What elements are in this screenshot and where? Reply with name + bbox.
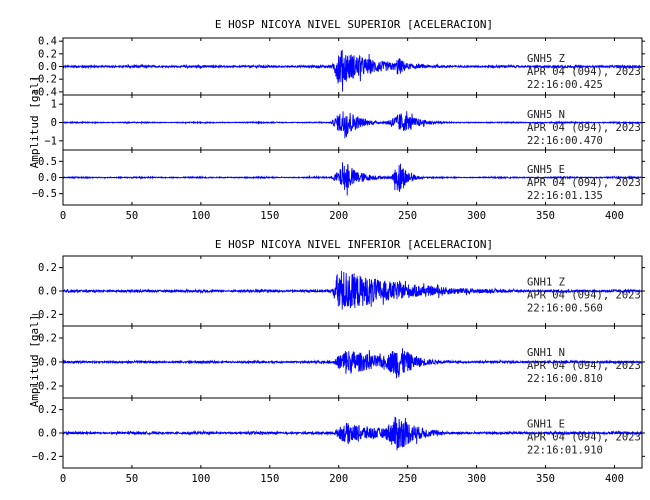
time-label: 22:16:01.135 xyxy=(527,190,603,202)
channel-label: GNH1 E xyxy=(527,418,565,430)
y-axis-label-inferior: Amplitud [gal] xyxy=(28,315,41,408)
y-tick-label: −0.2 xyxy=(32,74,57,86)
channel-label: GNH5 N xyxy=(527,109,565,121)
time-label: 22:16:00.470 xyxy=(527,135,603,147)
channel-label: GNH5 Z xyxy=(527,53,565,65)
x-tick-label: 300 xyxy=(467,210,486,222)
y-tick-label: −0.5 xyxy=(32,188,57,200)
figure-title-inferior: E HOSP NICOYA NIVEL INFERIOR [ACELERACIO… xyxy=(215,238,493,251)
date-label: APR 04 (094), 2023 xyxy=(527,360,641,372)
x-tick-label: 200 xyxy=(329,210,348,222)
x-tick-label: 350 xyxy=(536,473,555,485)
x-tick-label: 0 xyxy=(60,210,66,222)
y-tick-label: 1 xyxy=(51,99,57,111)
series-line xyxy=(63,49,643,92)
y-tick-label: 0.2 xyxy=(38,333,57,345)
date-label: APR 04 (094), 2023 xyxy=(527,177,641,189)
x-tick-label: 150 xyxy=(260,473,279,485)
x-tick-label: 50 xyxy=(126,210,139,222)
y-tick-label: 0.0 xyxy=(38,61,57,73)
x-tick-label: 0 xyxy=(60,473,66,485)
time-label: 22:16:00.425 xyxy=(527,79,603,91)
time-label: 22:16:01.910 xyxy=(527,444,603,456)
series-line xyxy=(62,416,643,451)
y-tick-label: −0.2 xyxy=(32,381,57,393)
x-tick-label: 150 xyxy=(260,210,279,222)
date-label: APR 04 (094), 2023 xyxy=(527,66,641,78)
y-tick-label: 0.2 xyxy=(38,262,57,274)
y-tick-label: 0.2 xyxy=(38,48,57,60)
x-tick-label: 100 xyxy=(191,473,210,485)
y-tick-label: 0.4 xyxy=(38,36,57,48)
channel-label: GNH1 Z xyxy=(527,276,565,288)
y-tick-label: 0 xyxy=(51,117,57,129)
channel-label: GNH5 E xyxy=(527,164,565,176)
y-tick-label: 0.0 xyxy=(38,428,57,440)
date-label: APR 04 (094), 2023 xyxy=(527,289,641,301)
date-label: APR 04 (094), 2023 xyxy=(527,122,641,134)
x-tick-label: 250 xyxy=(398,473,417,485)
x-tick-label: 400 xyxy=(605,473,624,485)
x-tick-label: 200 xyxy=(329,473,348,485)
figure-title-superior: E HOSP NICOYA NIVEL SUPERIOR [ACELERACIO… xyxy=(215,18,493,31)
time-label: 22:16:00.810 xyxy=(527,373,603,385)
y-tick-label: 0.2 xyxy=(38,404,57,416)
x-tick-label: 400 xyxy=(605,210,624,222)
y-tick-label: 0.0 xyxy=(38,172,57,184)
date-label: APR 04 (094), 2023 xyxy=(527,431,641,443)
series-line xyxy=(62,111,643,139)
y-tick-label: −0.2 xyxy=(32,309,57,321)
y-tick-label: −0.4 xyxy=(32,86,57,98)
y-tick-label: −1 xyxy=(44,135,57,147)
y-tick-label: 0.5 xyxy=(38,156,57,168)
channel-label: GNH1 N xyxy=(527,347,565,359)
series-line xyxy=(62,162,643,196)
series-line xyxy=(62,348,643,379)
x-tick-label: 100 xyxy=(191,210,210,222)
x-tick-label: 350 xyxy=(536,210,555,222)
y-tick-label: 0.0 xyxy=(38,286,57,298)
x-tick-label: 300 xyxy=(467,473,486,485)
y-tick-label: 0.0 xyxy=(38,357,57,369)
y-axis-label-superior: Amplitud [gal] xyxy=(28,76,41,169)
x-tick-label: 50 xyxy=(126,473,139,485)
x-tick-label: 250 xyxy=(398,210,417,222)
series-line xyxy=(62,270,643,310)
time-label: 22:16:00.560 xyxy=(527,302,603,314)
y-tick-label: −0.2 xyxy=(32,451,57,463)
